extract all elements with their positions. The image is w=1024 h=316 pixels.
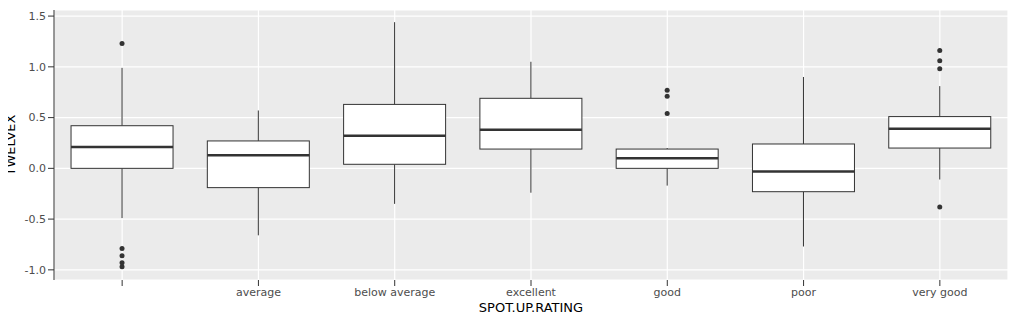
svg-text:SPOT.UP.RATING: SPOT.UP.RATING: [479, 300, 583, 312]
svg-text:below average: below average: [354, 286, 435, 299]
svg-text:TWELVEX: TWELVEX: [8, 114, 18, 176]
svg-text:average: average: [236, 286, 281, 299]
svg-text:-0.5: -0.5: [25, 213, 46, 226]
svg-text:poor: poor: [791, 286, 816, 299]
svg-text:1.0: 1.0: [29, 61, 47, 74]
svg-text:0.0: 0.0: [29, 162, 47, 175]
svg-text:excellent: excellent: [506, 286, 557, 299]
svg-text:1.5: 1.5: [29, 10, 47, 23]
svg-text:0.5: 0.5: [29, 111, 47, 124]
svg-text:good: good: [654, 286, 681, 299]
svg-text:-1.0: -1.0: [25, 264, 46, 277]
svg-text:very good: very good: [912, 286, 967, 299]
